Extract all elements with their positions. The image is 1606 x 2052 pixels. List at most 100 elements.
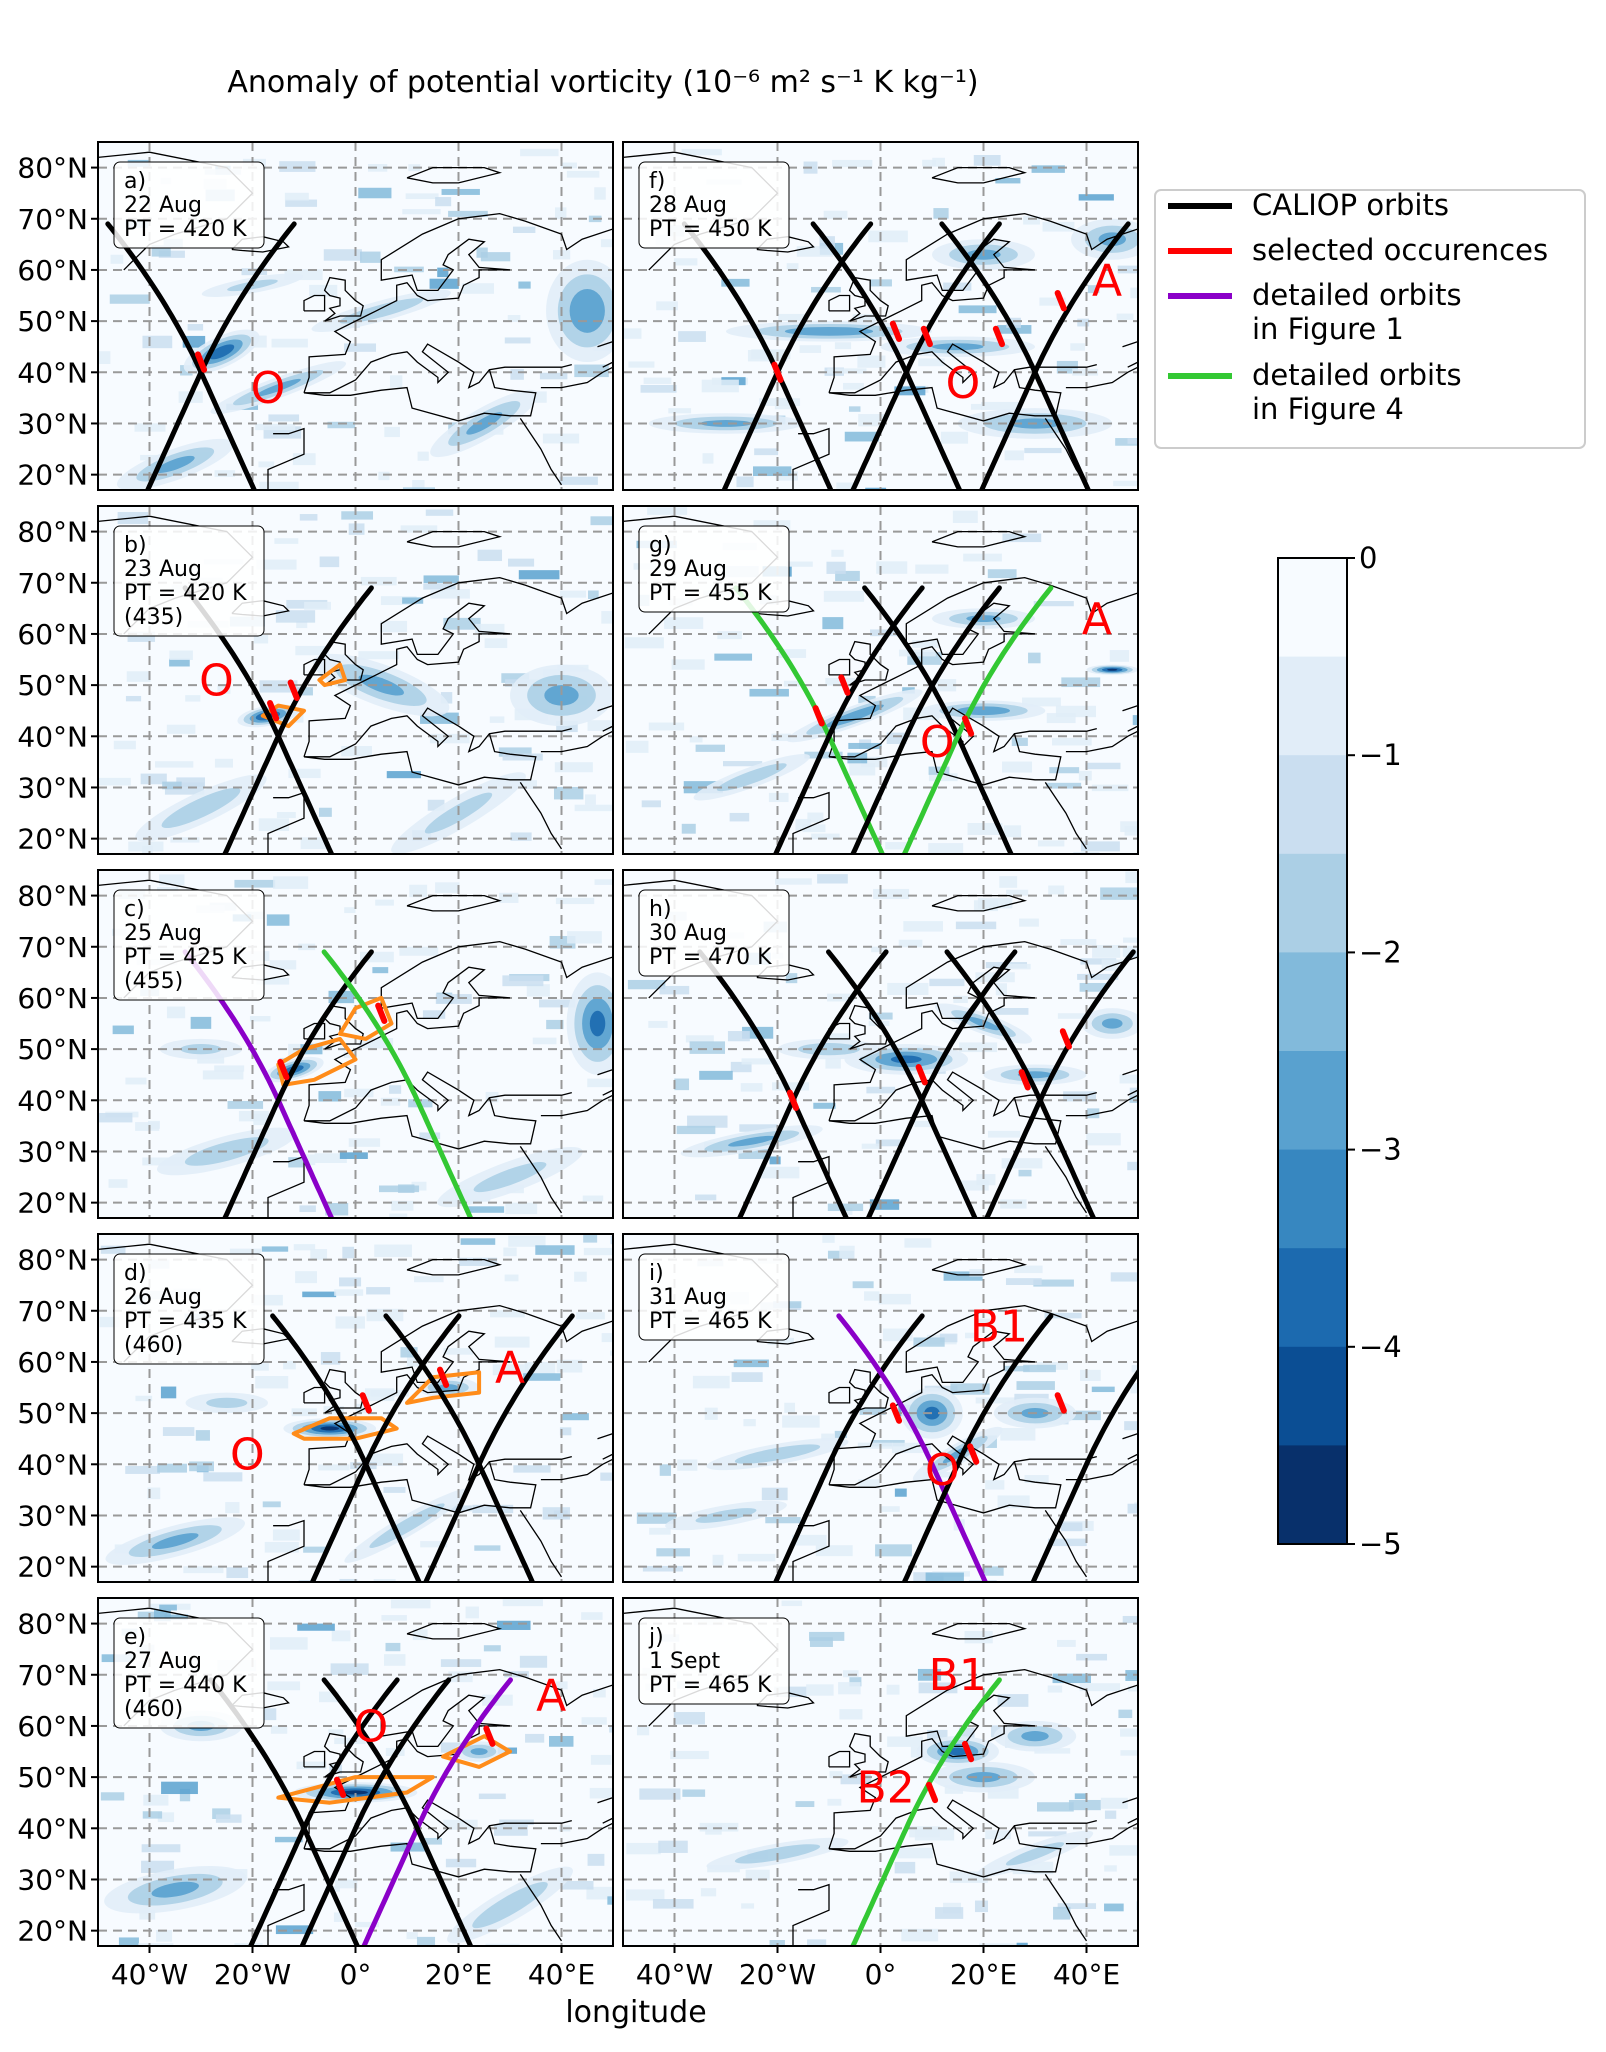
pv-cell	[334, 1289, 364, 1296]
y-tick-label: 80°N	[17, 1608, 88, 1641]
orbit-track	[901, 585, 1054, 854]
pv-cell	[897, 1847, 933, 1859]
pv-anomaly	[255, 378, 301, 397]
pv-cell	[741, 1058, 772, 1065]
pv-cell	[700, 1888, 717, 1897]
panel-info-text: 23 Aug	[124, 557, 202, 582]
pv-cell	[296, 621, 308, 629]
x-tick-label: 20°E	[425, 1958, 492, 1991]
coastline	[1122, 340, 1138, 368]
pv-cell	[402, 487, 436, 490]
pv-cell	[731, 1372, 763, 1382]
coastline	[1044, 1510, 1088, 1578]
pv-cell	[658, 1840, 688, 1853]
pv-cell	[318, 1091, 342, 1102]
pv-cell	[625, 1889, 665, 1901]
pv-cell	[1023, 216, 1040, 225]
pv-cell	[420, 1837, 443, 1845]
pv-cell	[878, 1293, 911, 1305]
panel-info-text: 26 Aug	[124, 1285, 202, 1310]
pv-cell	[994, 1008, 1029, 1015]
pv-cell	[997, 1495, 1030, 1509]
pv-cell	[406, 1932, 418, 1940]
pv-cell	[759, 1166, 800, 1179]
pv-cell	[164, 1614, 188, 1621]
pv-cell	[1024, 1475, 1049, 1483]
pv-cell	[774, 397, 793, 410]
pv-cell	[296, 1761, 327, 1770]
pv-cell	[402, 209, 441, 215]
pv-cell	[950, 1383, 990, 1395]
pv-cell	[292, 453, 316, 466]
pv-cell	[809, 1631, 845, 1641]
pv-cell	[594, 879, 613, 885]
pv-cell	[1060, 1410, 1101, 1421]
pv-cell	[99, 1316, 120, 1328]
pv-cell	[1006, 317, 1021, 328]
coastline	[828, 1386, 851, 1404]
pv-cell	[215, 1814, 242, 1823]
coastline	[828, 658, 851, 676]
pv-cell	[610, 1350, 613, 1356]
pv-cell	[297, 1623, 335, 1631]
plume-label: O	[946, 358, 981, 409]
pv-cell	[940, 431, 969, 444]
pv-cell	[108, 1179, 128, 1188]
pv-cell	[284, 269, 323, 281]
colorbar-level	[1278, 1445, 1347, 1545]
pv-cell	[894, 1488, 907, 1497]
panel-frame	[622, 141, 1139, 491]
pv-cell	[295, 645, 329, 656]
pv-cell	[135, 1395, 153, 1402]
pv-cell	[704, 1407, 718, 1420]
pv-cell	[943, 1271, 983, 1281]
pv-cell	[932, 157, 945, 167]
pv-cell	[249, 1016, 271, 1022]
pv-cell	[1042, 221, 1075, 232]
pv-cell	[539, 999, 576, 1008]
pv-cell	[737, 1553, 776, 1562]
pv-cell	[648, 1020, 668, 1028]
pv-cell	[1033, 601, 1074, 607]
pv-cell	[98, 351, 111, 364]
coastline	[1137, 551, 1138, 578]
pv-cell	[609, 1725, 613, 1733]
orbit-track	[810, 221, 963, 490]
pv-cell	[868, 230, 908, 243]
pv-cell	[857, 355, 886, 368]
coastline	[931, 894, 1028, 912]
pv-cell	[518, 570, 560, 580]
orbit-track	[105, 221, 258, 490]
selected-occurrence	[359, 1392, 372, 1414]
pv-cell	[839, 1709, 863, 1720]
pv-cell	[868, 1012, 893, 1020]
pv-cell	[274, 538, 299, 544]
pv-cell	[195, 1430, 210, 1441]
coastline	[303, 294, 326, 312]
pv-cell	[689, 736, 703, 743]
colorbar-level	[1278, 1149, 1347, 1249]
pv-cell	[778, 313, 805, 322]
y-tick-label: 20°N	[17, 1915, 88, 1948]
pv-cell	[1006, 889, 1029, 896]
pv-cell	[510, 832, 532, 841]
selected-occurrence	[961, 1740, 975, 1763]
pv-cell	[730, 1061, 752, 1073]
pv-cell	[641, 800, 661, 808]
pv-cell	[1057, 1903, 1097, 1909]
pv-cell	[676, 1125, 716, 1135]
pv-cell	[166, 724, 196, 734]
pv-cell	[1137, 163, 1138, 176]
coastline	[597, 1432, 613, 1460]
pv-cell	[301, 1154, 316, 1166]
pv-cell	[1060, 1522, 1083, 1532]
pv-cell	[811, 833, 840, 840]
pv-cell	[574, 804, 613, 812]
pv-cell	[276, 812, 296, 819]
pv-cell	[894, 386, 926, 396]
orbit-track	[1030, 1368, 1138, 1582]
pv-cell	[687, 1115, 728, 1128]
x-axis-label: longitude	[565, 1995, 706, 2030]
pv-cell	[754, 448, 779, 456]
